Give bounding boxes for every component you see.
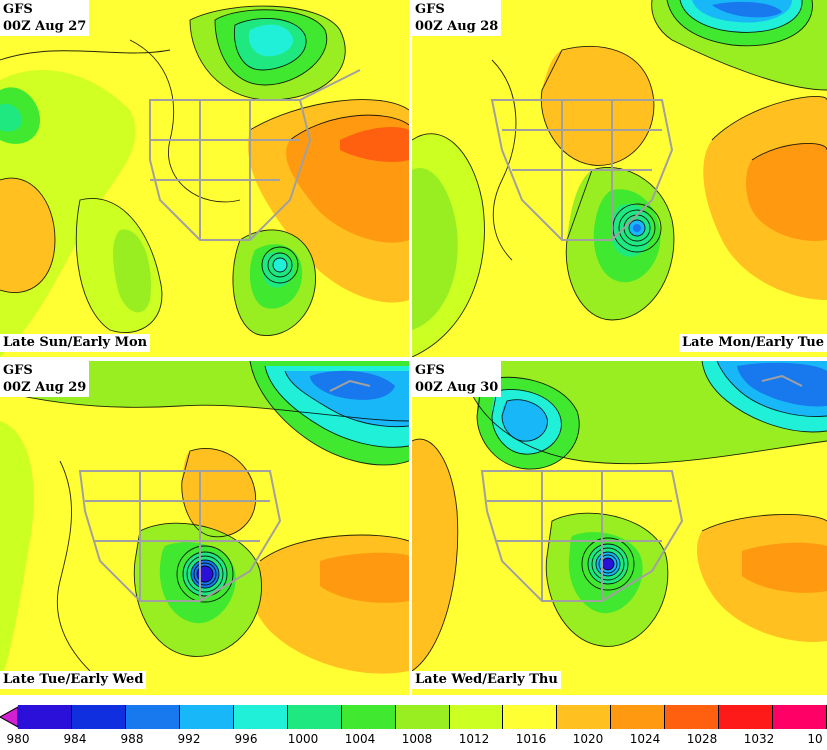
scale-tick: 984 [63,732,87,746]
model-label: GFS [3,363,33,378]
color-swatch [233,705,288,729]
pressure-map-aug27 [0,0,409,357]
color-swatch [611,705,666,729]
color-swatch [719,705,774,729]
period-label: Late Sun/Early Mon [0,334,151,352]
color-swatch [125,705,180,729]
scale-tick-labels: 980 984 988 992 996 1000 1004 1008 1012 … [0,729,827,750]
model-label: GFS [3,2,33,17]
scale-tick: 1000 [287,732,319,746]
color-swatch [503,705,558,729]
scale-tick: 1020 [572,732,604,746]
scale-tick: 996 [234,732,258,746]
panel-header: GFS 00Z Aug 30 [412,361,502,397]
scale-tick: 988 [120,732,144,746]
color-swatch [773,705,827,729]
pressure-map-aug29 [0,361,409,695]
color-swatch [557,705,612,729]
pressure-color-scale: 980 984 988 992 996 1000 1004 1008 1012 … [0,705,827,750]
scale-tick: 1012 [458,732,490,746]
scale-tick: 1004 [344,732,376,746]
scale-tick: 1008 [401,732,433,746]
model-label: GFS [415,363,445,378]
map-panel-aug28: GFS 00Z Aug 28 Late Mon/Early Tue [412,0,827,357]
scale-tick: 1024 [629,732,661,746]
scale-tick: 1028 [686,732,718,746]
color-swatch [287,705,342,729]
run-label: 00Z Aug 30 [415,380,499,395]
run-label: 00Z Aug 28 [415,19,499,34]
color-swatch [179,705,234,729]
color-swatch [665,705,720,729]
scale-tick: 980 [6,732,30,746]
panel-header: GFS 00Z Aug 29 [0,361,90,397]
map-panel-aug27: GFS 00Z Aug 27 Late Sun/Early Mon [0,0,409,357]
map-panel-aug30: GFS 00Z Aug 30 Late Wed/Early Thu [412,361,827,695]
panel-divider-vertical [409,0,412,695]
run-label: 00Z Aug 29 [3,380,87,395]
scale-tick: 992 [177,732,201,746]
panel-header: GFS 00Z Aug 28 [412,0,502,36]
model-label: GFS [415,2,445,17]
color-bar [0,705,827,729]
scale-tick: 1016 [515,732,547,746]
color-swatch [449,705,504,729]
panel-header: GFS 00Z Aug 27 [0,0,90,36]
scale-tick: 10 [807,732,823,746]
map-panel-aug29: GFS 00Z Aug 29 Late Tue/Early Wed [0,361,409,695]
scale-tick: 1032 [743,732,775,746]
panel-divider-horizontal [0,357,827,361]
period-label: Late Mon/Early Tue [678,334,827,352]
color-swatch [18,705,72,729]
period-label: Late Wed/Early Thu [412,671,561,689]
color-swatch [71,705,126,729]
scale-low-arrow [0,705,19,729]
color-swatch [395,705,450,729]
run-label: 00Z Aug 27 [3,19,87,34]
period-label: Late Tue/Early Wed [0,671,147,689]
pressure-map-aug28 [412,0,827,357]
color-swatch [341,705,396,729]
pressure-map-aug30 [412,361,827,695]
